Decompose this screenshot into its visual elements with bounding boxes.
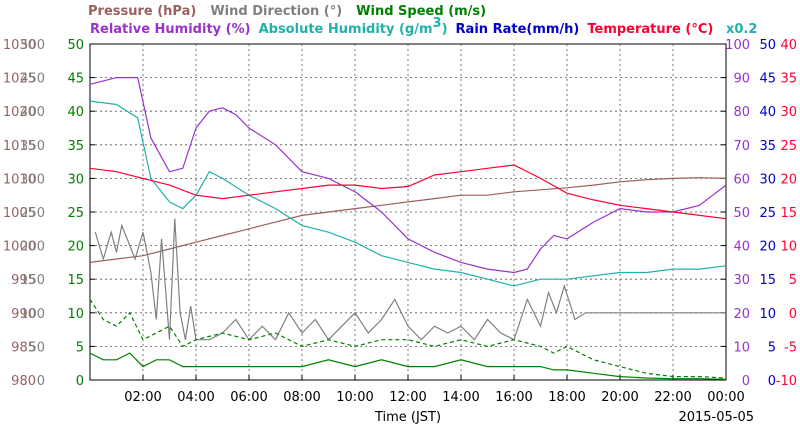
y-tick-label-rain-rate: 40: [759, 105, 776, 120]
y-tick-label-wind-direction: 300: [20, 172, 45, 187]
y-tick-label-humidity: 100: [725, 38, 750, 53]
legend-item: Rain Rate(mm/h): [456, 22, 580, 37]
y-tick-label-wind-direction: 0: [37, 374, 45, 389]
y-tick-label-rain-rate: 15: [759, 273, 776, 288]
y-tick-label-temperature: 40: [780, 38, 797, 53]
y-tick-label-temperature: -5: [784, 340, 797, 355]
y-tick-label-wind-speed: 25: [67, 206, 84, 221]
y-tick-label-pressure: 1030: [3, 38, 36, 53]
y-tick-label-pressure: 995: [11, 273, 36, 288]
legend-item: Wind Speed (m/s): [356, 4, 486, 19]
y-tick-label-humidity: 80: [733, 105, 750, 120]
legend-item-sup: 3: [433, 16, 442, 31]
y-tick-label-humidity: 90: [733, 72, 750, 87]
y-tick-label-rain-rate: 50: [759, 38, 776, 53]
x-tick-label: 14:00: [442, 390, 479, 405]
y-tick-label-temperature: 30: [780, 105, 797, 120]
legend-item: Absolute Humidity (g/m: [259, 22, 433, 37]
y-tick-label-wind-direction: 50: [28, 340, 45, 355]
y-tick-label-rain-rate: 35: [759, 139, 776, 154]
y-tick-label-wind-speed: 35: [67, 139, 84, 154]
x-tick-label: 02:00: [124, 390, 161, 405]
y-tick-label-rain-rate: 25: [759, 206, 776, 221]
y-tick-label-wind-speed: 50: [67, 38, 84, 53]
y-tick-label-wind-speed: 5: [76, 340, 84, 355]
y-tick-label-temperature: 15: [780, 206, 797, 221]
legend-scale-note: x0.2: [726, 22, 757, 37]
x-tick-label: 12:00: [389, 390, 426, 405]
y-tick-label-wind-direction: 200: [20, 240, 45, 255]
y-tick-label-temperature: 35: [780, 72, 797, 87]
y-tick-label-wind-direction: 400: [20, 105, 45, 120]
y-tick-label-wind-direction: 450: [20, 72, 45, 87]
y-tick-label-rain-rate: 5: [768, 340, 776, 355]
y-tick-label-wind-speed: 20: [67, 240, 84, 255]
x-axis-label: Time (JST): [374, 410, 441, 425]
series-line-pressure-hpa: [89, 177, 727, 263]
y-tick-label-humidity: 70: [733, 139, 750, 154]
y-tick-label-humidity: 30: [733, 273, 750, 288]
y-tick-label-wind-direction: 100: [20, 307, 45, 322]
y-tick-label-rain-rate: 10: [759, 307, 776, 322]
y-tick-label-wind-direction: 250: [20, 206, 45, 221]
y-tick-label-humidity: 40: [733, 240, 750, 255]
x-tick-label: 06:00: [230, 390, 267, 405]
y-tick-label-pressure: 1000: [3, 240, 36, 255]
y-tick-label-temperature: -10: [776, 374, 797, 389]
y-tick-label-pressure: 1005: [3, 206, 36, 221]
legend-item-tail: ): [442, 22, 448, 37]
x-tick-label: 20:00: [601, 390, 638, 405]
y-tick-label-rain-rate: 0: [768, 374, 776, 389]
series-line-wind-speed-m-s: [89, 299, 727, 379]
y-tick-label-wind-speed: 45: [67, 72, 84, 87]
y-tick-label-wind-speed: 15: [67, 273, 84, 288]
y-tick-label-rain-rate: 45: [759, 72, 776, 87]
y-tick-label-humidity: 20: [733, 307, 750, 322]
legend-item: Temperature (°C): [587, 22, 713, 37]
x-tick-label: 08:00: [283, 390, 320, 405]
series-line-absolute-humidity-g-m3: [89, 100, 727, 287]
series-line-relative-humidity: [89, 76, 727, 274]
y-tick-label-rain-rate: 30: [759, 172, 776, 187]
y-tick-label-humidity: 50: [733, 206, 750, 221]
legend-item: Relative Humidity (%): [90, 22, 251, 37]
y-tick-label-pressure: 1025: [3, 72, 36, 87]
y-tick-label-pressure: 1020: [3, 105, 36, 120]
y-tick-label-pressure: 985: [11, 340, 36, 355]
x-tick-label: 04:00: [177, 390, 214, 405]
y-tick-label-pressure: 1010: [3, 172, 36, 187]
y-tick-label-wind-speed: 30: [67, 172, 84, 187]
series-line-wind-speed-m-s: [89, 352, 727, 380]
series-line-temperature-c: [89, 164, 727, 220]
y-tick-label-wind-direction: 350: [20, 139, 45, 154]
y-tick-label-wind-direction: 150: [20, 273, 45, 288]
legend-item: Wind Direction (°): [210, 4, 342, 19]
series-line-wind-direction: [94, 218, 726, 341]
y-tick-label-wind-speed: 10: [67, 307, 84, 322]
y-tick-label-rain-rate: 20: [759, 240, 776, 255]
legend-item: Pressure (hPa): [88, 4, 196, 19]
y-tick-label-pressure: 1015: [3, 139, 36, 154]
x-tick-label: 10:00: [336, 390, 373, 405]
y-tick-label-pressure: 980: [11, 374, 36, 389]
date-label: 2015-05-05: [678, 410, 754, 425]
x-tick-label: 00:00: [707, 390, 744, 405]
y-tick-label-wind-speed: 0: [76, 374, 84, 389]
y-tick-label-temperature: 0: [789, 307, 797, 322]
y-tick-label-temperature: 20: [780, 172, 797, 187]
y-tick-label-wind-speed: 40: [67, 105, 84, 120]
y-tick-label-humidity: 10: [733, 340, 750, 355]
x-tick-label: 18:00: [548, 390, 585, 405]
y-tick-label-humidity: 60: [733, 172, 750, 187]
x-tick-label: 22:00: [654, 390, 691, 405]
y-tick-label-wind-direction: 500: [20, 38, 45, 53]
y-tick-label-humidity: 0: [742, 374, 750, 389]
x-tick-label: 16:00: [495, 390, 532, 405]
y-tick-label-temperature: 10: [780, 240, 797, 255]
y-tick-label-pressure: 990: [11, 307, 36, 322]
y-tick-label-temperature: 25: [780, 139, 797, 154]
y-tick-label-temperature: 5: [789, 273, 797, 288]
